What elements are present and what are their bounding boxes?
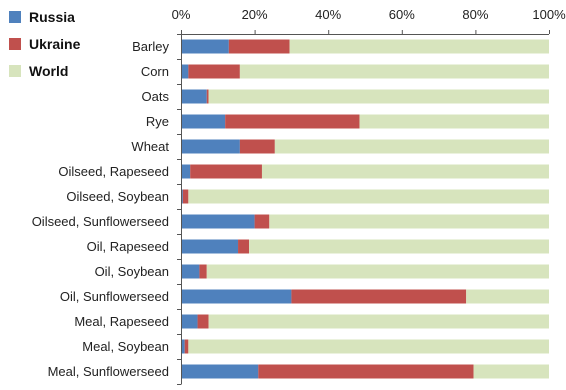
category-label: Barley <box>132 39 169 54</box>
bar-segment-russia <box>181 114 226 129</box>
bar-segment-world <box>473 364 549 379</box>
axes <box>177 30 550 385</box>
bar-segment-russia <box>181 289 292 304</box>
category-label: Meal, Sunflowerseed <box>48 364 169 379</box>
category-label: Oilseed, Rapeseed <box>58 164 169 179</box>
x-tick-label: 40% <box>315 7 341 22</box>
bar-segment-ukraine <box>190 164 262 179</box>
category-label: Rye <box>146 114 169 129</box>
x-tick-label: 0% <box>172 7 191 22</box>
category-label: Oil, Soybean <box>95 264 169 279</box>
category-label: Oil, Sunflowerseed <box>60 289 169 304</box>
bar-segment-ukraine <box>291 289 467 304</box>
legend: Russia Ukraine World <box>9 9 81 79</box>
x-axis: 0% 20% 40% 60% 80% 100% <box>172 7 566 22</box>
legend-swatch-russia <box>9 11 21 23</box>
bar-segment-world <box>188 339 550 354</box>
bar-segment-world <box>261 164 549 179</box>
x-tick-label: 20% <box>242 7 268 22</box>
bar-segment-russia <box>181 339 185 354</box>
x-tick-label: 100% <box>532 7 566 22</box>
bar-segment-russia <box>181 164 191 179</box>
bar-segment-ukraine <box>258 364 474 379</box>
bar-segment-ukraine <box>184 339 189 354</box>
bar-segment-ukraine <box>197 314 209 329</box>
bar-segment-russia <box>181 264 200 279</box>
bar-segment-russia <box>181 64 189 79</box>
bar-segment-russia <box>181 214 255 229</box>
bar-segment-russia <box>181 89 207 104</box>
bar-segment-ukraine <box>182 189 189 204</box>
legend-label: Ukraine <box>29 36 81 52</box>
bar-segment-ukraine <box>206 89 209 104</box>
bar-segment-world <box>208 314 549 329</box>
x-tick-label: 60% <box>389 7 415 22</box>
bar-segment-russia <box>181 139 240 154</box>
category-label: Meal, Rapeseed <box>74 314 169 329</box>
plot-area <box>181 39 550 379</box>
legend-label: World <box>29 63 68 79</box>
bar-segment-ukraine <box>254 214 270 229</box>
bar-segment-ukraine <box>199 264 207 279</box>
legend-label: Russia <box>29 9 75 25</box>
category-label: Oilseed, Soybean <box>66 189 169 204</box>
bar-segment-world <box>289 39 549 54</box>
bar-segment-ukraine <box>188 64 240 79</box>
bar-segment-russia <box>181 39 229 54</box>
bar-segment-ukraine <box>239 139 275 154</box>
category-label: Wheat <box>131 139 169 154</box>
bar-segment-ukraine <box>225 114 360 129</box>
legend-swatch-world <box>9 65 21 77</box>
bar-segment-world <box>359 114 549 129</box>
bar-segment-russia <box>181 239 239 254</box>
y-axis: Barley Corn Oats Rye Wheat Oilseed, Rapeseed O… <box>32 39 170 379</box>
legend-swatch-ukraine <box>9 38 21 50</box>
bar-segment-ukraine <box>238 239 250 254</box>
bar-segment-world <box>269 214 549 229</box>
bar-segment-russia <box>181 364 259 379</box>
bar-segment-world <box>239 64 549 79</box>
bar-segment-russia <box>181 314 198 329</box>
category-label: Oats <box>142 89 170 104</box>
category-label: Oil, Rapeseed <box>87 239 169 254</box>
category-label: Oilseed, Sunflowerseed <box>32 214 169 229</box>
bar-segment-world <box>466 289 549 304</box>
bar-segment-world <box>208 89 549 104</box>
bar-segment-world <box>274 139 549 154</box>
category-label: Meal, Soybean <box>82 339 169 354</box>
bar-segment-world <box>206 264 549 279</box>
bar-segment-ukraine <box>228 39 290 54</box>
bar-segment-world <box>249 239 549 254</box>
bar-segment-world <box>188 189 550 204</box>
x-tick-label: 80% <box>462 7 488 22</box>
category-label: Corn <box>141 64 169 79</box>
